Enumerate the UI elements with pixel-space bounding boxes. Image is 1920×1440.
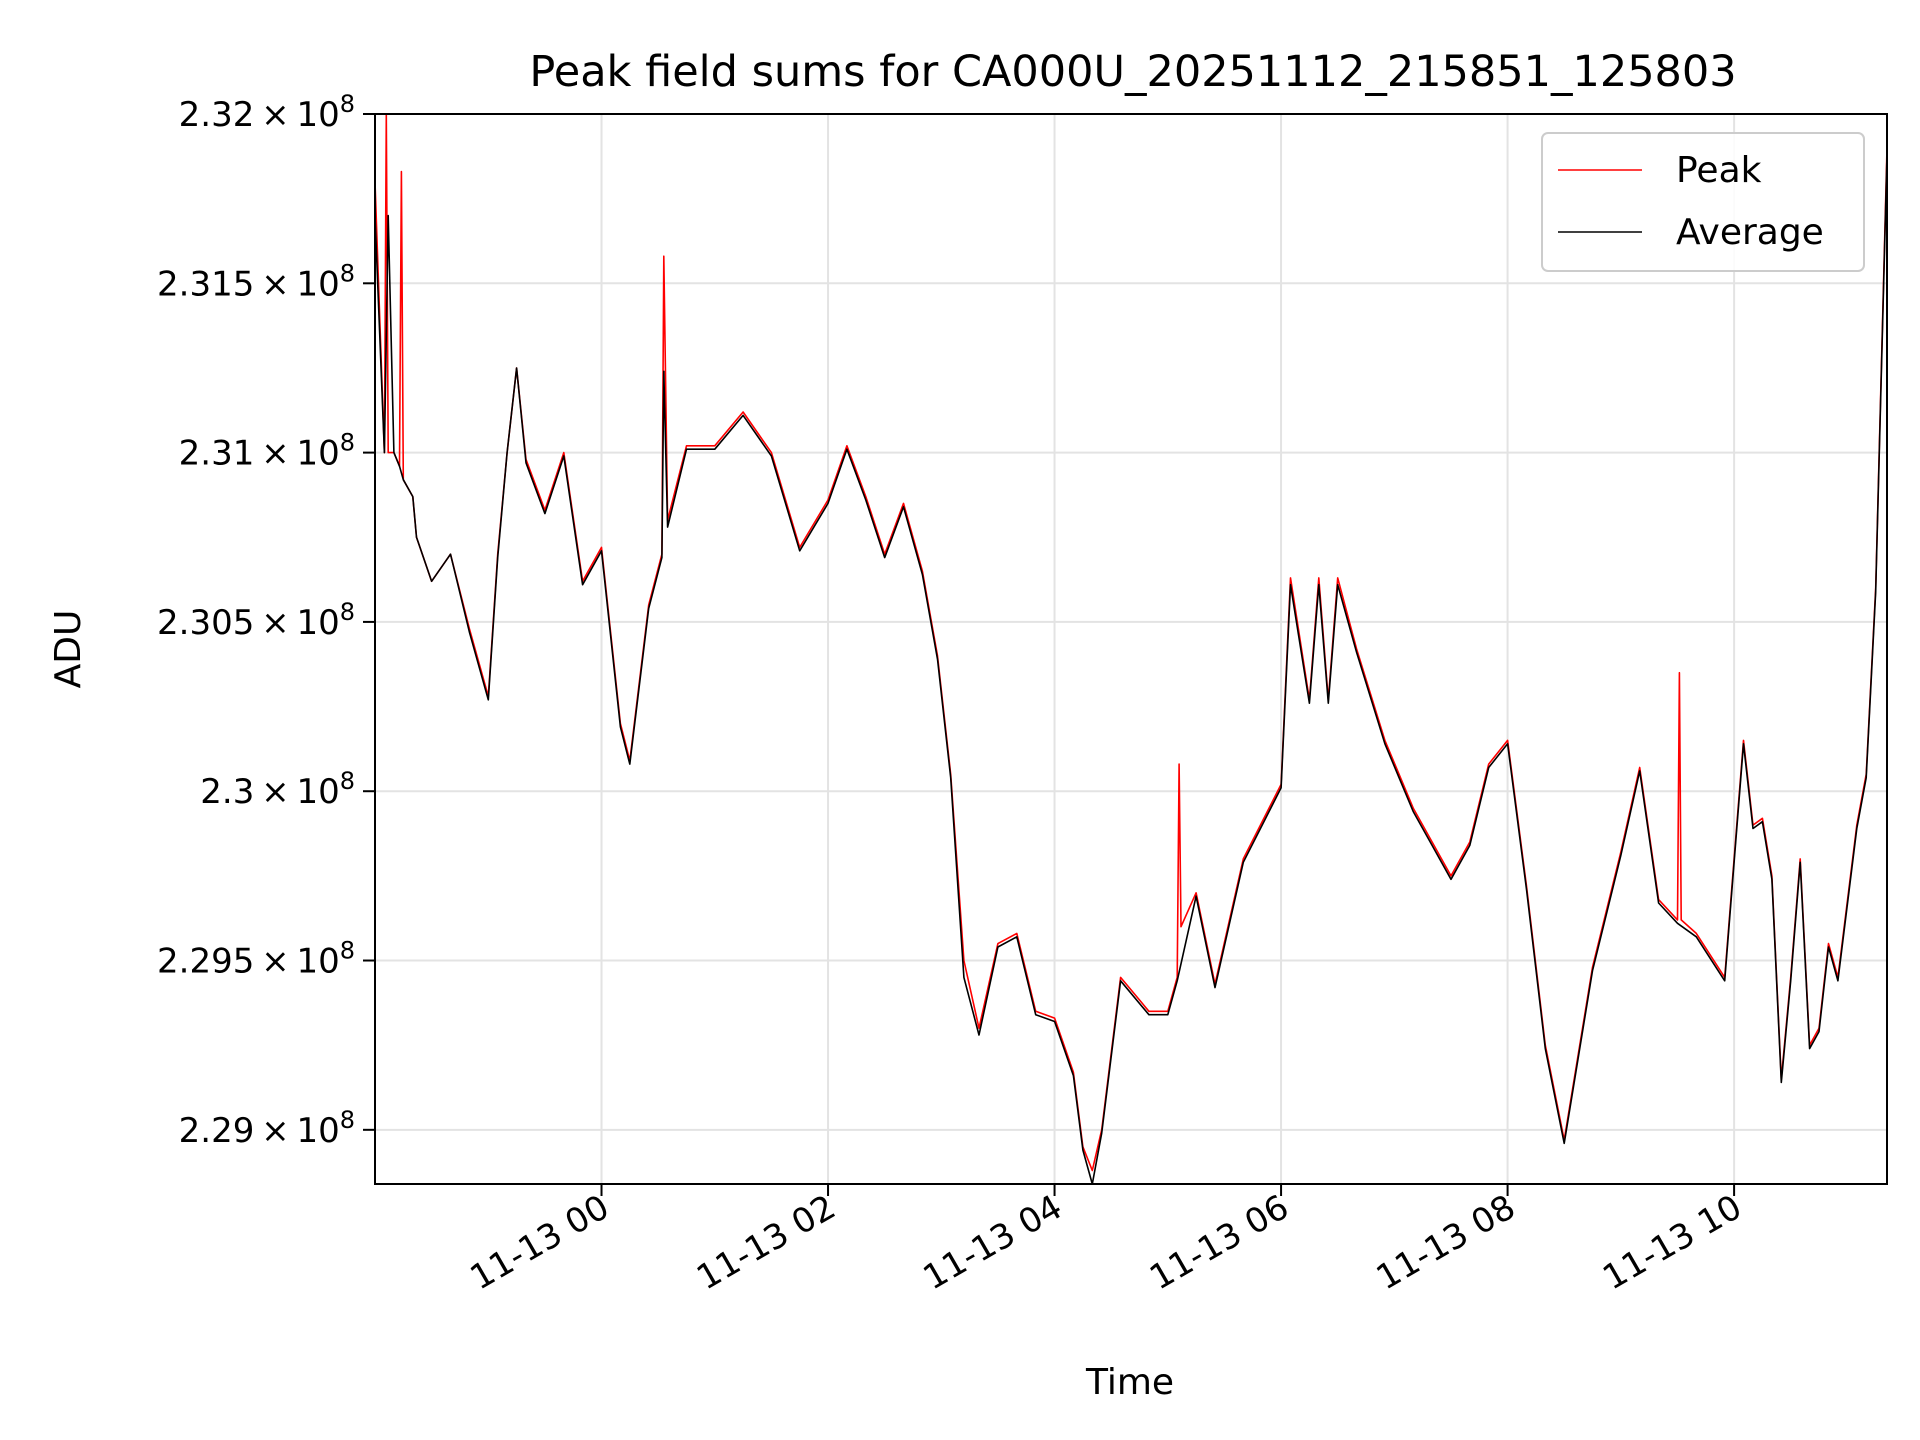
y-tick-exponent: 8 [340,1106,355,1134]
y-tick-exponent: 8 [340,937,355,965]
y-tick-mantissa: 2.31 [179,434,255,474]
y-tick-label: 2.29 × 108 [179,1106,355,1151]
y-tick-mantissa: 2.32 [179,95,255,135]
x-tick-label: 11-13 00 [464,1187,616,1298]
legend: Peak Average [1541,132,1865,272]
y-tick-exponent: 8 [340,259,355,287]
x-tick-label: 11-13 08 [1370,1187,1522,1298]
y-tick-label: 2.32 × 108 [179,90,355,135]
y-tick-label: 2.315 × 108 [157,259,355,304]
legend-label-average: Average [1676,212,1824,253]
y-tick-exponent: 8 [340,429,355,457]
x-tick-label: 11-13 04 [917,1187,1069,1298]
x-axis-label: Time [1085,1362,1174,1403]
x-tick-label: 11-13 06 [1143,1187,1295,1298]
y-axis-label: ADU [48,610,89,689]
y-tick-label: 2.305 × 108 [157,598,355,643]
y-tick-exponent: 8 [340,598,355,626]
grid [375,113,1887,1184]
y-tick-mantissa: 2.315 [157,264,254,304]
legend-label-peak: Peak [1676,150,1762,191]
series-line-average [375,154,1887,1184]
y-tick-label: 2.295 × 108 [157,937,355,982]
y-tick-mantissa: 2.3 [200,772,254,812]
x-tick-label: 11-13 10 [1596,1187,1748,1298]
y-tick-mantissa: 2.29 [179,1111,255,1151]
y-tick-exponent: 8 [340,90,355,118]
x-tick-label: 11-13 02 [690,1187,842,1298]
y-tick-mantissa: 2.295 [157,942,254,982]
chart-title: Peak field sums for CA000U_20251112_2158… [529,47,1736,97]
y-axis: 2.29 × 108 2.295 × 108 2.3 × 108 2.305 × 10… [157,90,375,1151]
plot-frame [374,113,1888,1185]
y-tick-label: 2.31 × 108 [179,429,355,474]
series-layer [375,114,1887,1184]
legend-frame [1541,132,1865,272]
x-axis: 11-13 00 11-13 02 11-13 04 11-13 06 11-13 08… [464,1184,1749,1298]
y-tick-exponent: 8 [340,767,355,795]
y-tick-mantissa: 2.305 [157,603,254,643]
y-tick-label: 2.3 × 108 [200,767,355,812]
